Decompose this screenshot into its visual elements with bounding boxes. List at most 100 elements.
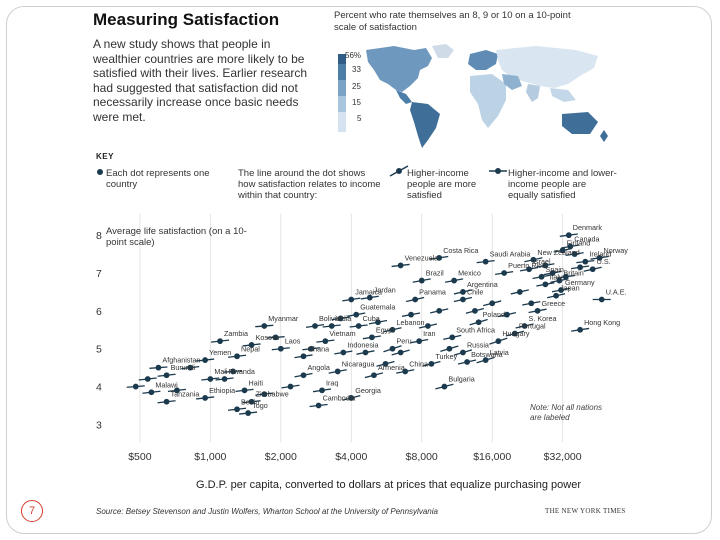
data-point — [272, 334, 279, 341]
key-title: KEY — [96, 152, 114, 161]
point-label: Angola — [307, 363, 329, 372]
x-tick-label: $4,000 — [335, 451, 367, 463]
map-legend-swatch — [338, 112, 346, 132]
y-tick-label: 8 — [96, 230, 102, 242]
point-label: Israel — [533, 257, 551, 266]
y-axis-label: Average life satisfaction (on a 10-point… — [106, 226, 247, 248]
point-label: Ethiopia — [209, 386, 235, 395]
point-label: Venezuela — [405, 253, 439, 262]
data-point — [261, 323, 268, 329]
key-dot-icon — [97, 169, 103, 175]
data-point — [511, 330, 518, 337]
x-tick-label: $500 — [128, 451, 152, 463]
data-point — [334, 368, 341, 375]
point-label: Denmark — [573, 223, 603, 232]
point-label: Italy — [549, 272, 563, 281]
chart-points — [126, 232, 611, 416]
data-point — [460, 349, 466, 356]
point-label: Saudi Arabia — [490, 250, 531, 259]
data-point — [416, 338, 423, 345]
key-rising-line-icon — [389, 165, 409, 177]
point-label: Bolivia — [319, 314, 340, 323]
data-point — [163, 372, 170, 379]
point-label: Portugal — [519, 322, 546, 331]
point-label: Germany — [565, 278, 595, 287]
point-label: Panama — [419, 288, 446, 297]
map-legend-label: 56% — [345, 51, 362, 60]
point-label: Vietnam — [329, 329, 355, 338]
map-se-asia — [550, 88, 576, 102]
chart-axes: $500 $1,000 $2,000 $4,000 $8,000 $16,000 $32,0… — [96, 230, 582, 463]
data-point — [362, 349, 369, 356]
data-point — [261, 391, 268, 398]
data-point — [589, 266, 596, 273]
data-point — [472, 307, 478, 314]
point-label: Lebanon — [396, 318, 424, 327]
point-label: Cambodia — [323, 394, 356, 403]
point-label: Spain — [546, 265, 564, 274]
point-label: U.A.E. — [606, 288, 627, 297]
data-point — [340, 349, 347, 356]
data-point — [202, 395, 209, 401]
data-point — [436, 307, 443, 314]
point-label: Jordan — [374, 286, 396, 295]
point-label: Benin — [241, 397, 259, 406]
data-point — [556, 277, 563, 284]
data-point — [397, 349, 404, 356]
data-point — [328, 323, 335, 329]
x-tick-label: $16,000 — [473, 451, 511, 463]
point-label: Georgia — [355, 386, 381, 395]
point-label: Poland — [483, 310, 505, 319]
data-point — [549, 270, 556, 276]
point-label: Mali — [214, 367, 228, 376]
data-point — [312, 323, 318, 329]
key-flat-line-icon — [489, 168, 507, 174]
world-map — [338, 44, 608, 148]
data-point — [504, 311, 510, 318]
data-point — [451, 277, 458, 284]
data-point — [577, 326, 584, 333]
data-point — [553, 292, 559, 299]
map-south-america — [410, 102, 440, 148]
map-legend-swatch — [338, 64, 346, 80]
data-point — [389, 345, 396, 352]
map-middle-east — [502, 74, 522, 90]
data-point — [418, 277, 425, 284]
data-point — [371, 372, 377, 379]
credit-line: THE NEW YORK TIMES — [545, 507, 626, 515]
data-point — [187, 364, 194, 371]
key-item-line: The line around the dot shows how satisf… — [238, 168, 381, 201]
point-label: Mexico — [458, 269, 481, 278]
data-point — [248, 342, 255, 348]
data-point — [571, 251, 578, 257]
point-label: Russia — [467, 341, 489, 350]
point-label: Iraq — [326, 378, 338, 387]
data-point — [245, 410, 252, 416]
point-label: Myanmar — [268, 314, 299, 323]
point-label: Brazil — [426, 269, 444, 278]
map-india — [526, 84, 540, 102]
point-label: Britain — [563, 269, 583, 278]
map-africa — [470, 74, 506, 128]
data-point — [475, 319, 482, 326]
map-caption: Percent who rate themselves an 8, 9 or 1… — [334, 10, 571, 33]
point-label: Bulgaria — [448, 375, 474, 384]
point-label: Peru — [396, 337, 411, 346]
data-point — [582, 258, 589, 265]
page-title: Measuring Satisfaction — [93, 10, 280, 29]
data-point — [207, 376, 214, 382]
data-point — [542, 262, 549, 269]
data-point — [441, 383, 448, 390]
point-label: Tanzania — [171, 390, 200, 399]
map-central-america — [396, 90, 412, 104]
data-point — [464, 359, 470, 365]
data-point — [322, 338, 329, 345]
data-point — [353, 311, 360, 318]
y-tick-label: 5 — [96, 344, 102, 356]
point-label: Kosovo — [256, 333, 280, 342]
data-point — [567, 243, 574, 250]
data-point — [542, 281, 549, 288]
data-point — [319, 387, 325, 394]
data-point — [460, 289, 466, 295]
